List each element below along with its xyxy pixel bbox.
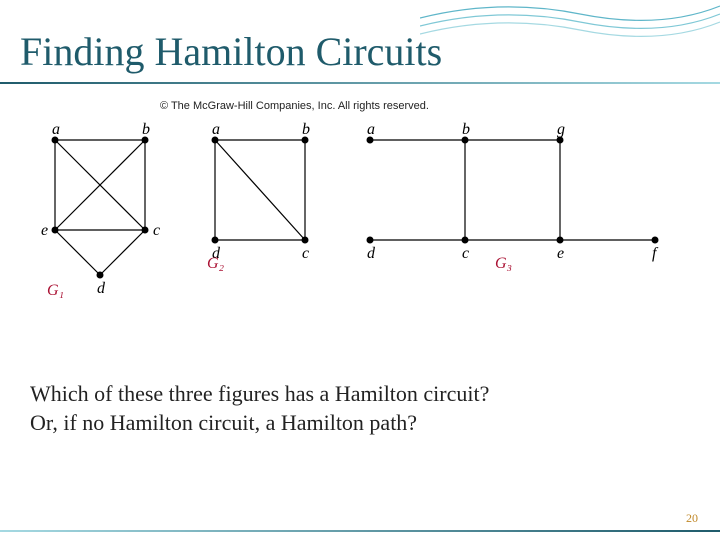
graphs-figure: abecdG₁abdcG₂abgdcefG₃ (35, 120, 695, 320)
graph-node (462, 237, 469, 244)
graph-node (557, 237, 564, 244)
node-label: a (52, 121, 60, 138)
graph-label: G₃ (495, 255, 512, 272)
node-label: c (302, 245, 309, 262)
graph-label: G₁ (47, 282, 64, 299)
node-label: g (557, 121, 565, 138)
wave-decoration (420, 0, 720, 60)
node-label: d (97, 280, 106, 297)
graph-edge (55, 230, 100, 275)
node-label: b (462, 121, 470, 138)
graph-node (212, 237, 219, 244)
title-underline (0, 82, 720, 84)
node-label: b (142, 121, 150, 138)
graph-node (142, 227, 149, 234)
graph-node (367, 237, 374, 244)
node-label: b (302, 121, 310, 138)
graph-label: G₂ (207, 255, 225, 272)
graph-edge (215, 140, 305, 240)
node-label: c (153, 222, 160, 239)
graph-node (97, 272, 104, 279)
copyright-text: © The McGraw-Hill Companies, Inc. All ri… (160, 100, 429, 112)
graph-node (302, 237, 309, 244)
question-text: Which of these three figures has a Hamil… (30, 380, 690, 437)
node-label: a (212, 121, 220, 138)
node-label: e (41, 222, 48, 239)
question-line-2: Or, if no Hamilton circuit, a Hamilton p… (30, 410, 417, 435)
graph-edge (100, 230, 145, 275)
node-label: d (367, 245, 376, 262)
graph-node (52, 227, 59, 234)
question-line-1: Which of these three figures has a Hamil… (30, 381, 489, 406)
graph-node (652, 237, 659, 244)
node-label: c (462, 245, 469, 262)
node-label: e (557, 245, 564, 262)
node-label: a (367, 121, 375, 138)
page-number: 20 (686, 511, 698, 526)
slide-title: Finding Hamilton Circuits (20, 28, 442, 75)
node-label: f (652, 245, 659, 262)
bottom-underline (0, 530, 720, 532)
